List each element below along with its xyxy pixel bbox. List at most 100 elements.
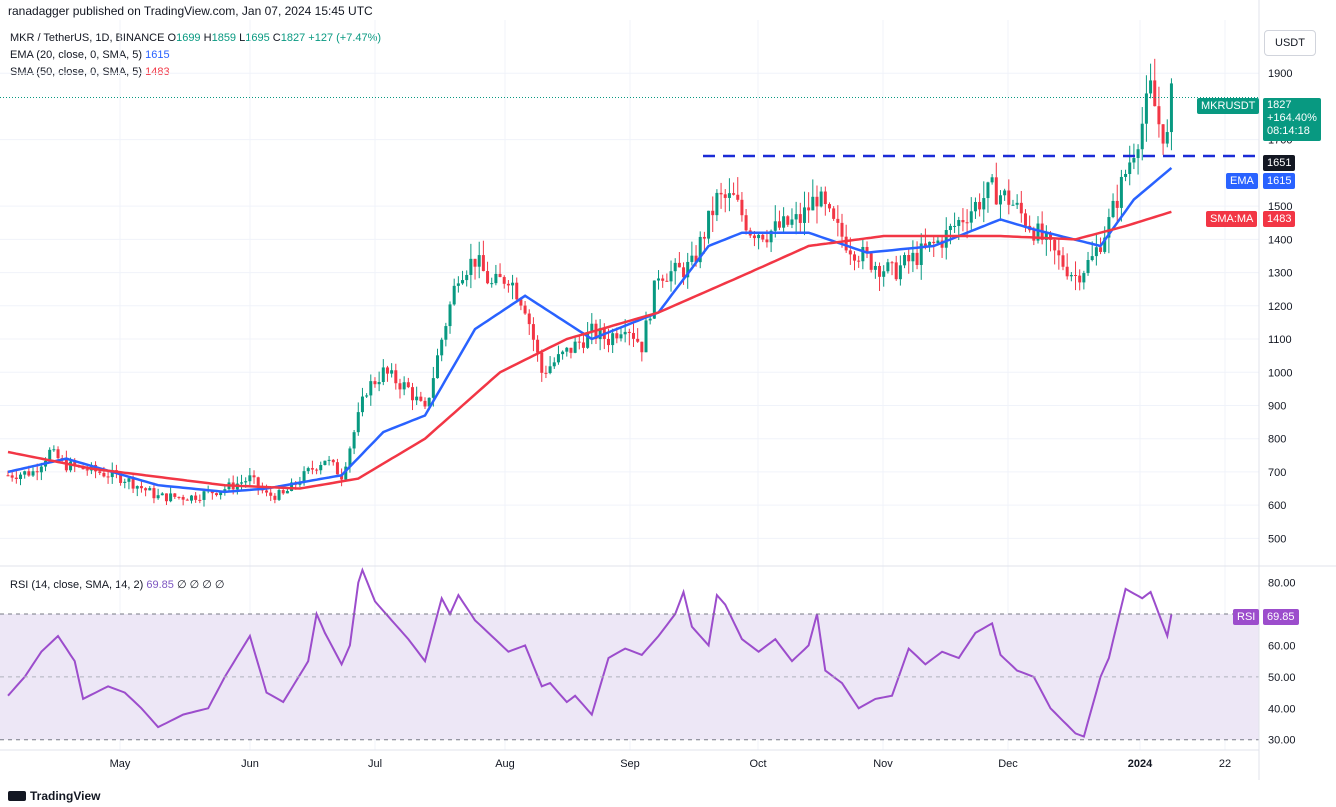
candle-body: [819, 191, 823, 207]
time-tick-label: Jun: [241, 758, 259, 770]
candle-body: [415, 396, 419, 401]
candle-body: [119, 473, 123, 483]
tradingview-logo-icon: [8, 791, 26, 801]
candle-body: [1140, 123, 1144, 150]
candle-body: [686, 261, 690, 278]
candle-body: [640, 341, 644, 353]
candle-body: [969, 211, 973, 223]
candle-body: [127, 478, 131, 482]
candle-body: [719, 192, 723, 195]
sma-legend-value: 1483: [145, 66, 170, 78]
candle-body: [1053, 239, 1057, 251]
candle-body: [569, 347, 573, 353]
currency-button[interactable]: USDT: [1264, 30, 1316, 56]
candle-body: [244, 481, 248, 483]
candle-body: [661, 278, 665, 281]
ema-line: [7, 166, 1173, 494]
candle-body: [990, 177, 994, 183]
candle-body: [240, 482, 244, 484]
candle-body: [944, 230, 948, 248]
candle-body: [627, 331, 631, 333]
candle-body: [152, 488, 156, 499]
close-value: 1827: [280, 32, 306, 44]
price-tick-label: 1200: [1268, 301, 1292, 313]
footer-brand-label: TradingView: [30, 789, 101, 803]
candle-body: [844, 236, 848, 251]
candle-body: [448, 304, 452, 327]
symbol-name-tag: MKRUSDT: [1197, 98, 1260, 114]
ema-value-tag: 1615: [1263, 173, 1296, 189]
candle-body: [302, 471, 306, 483]
candle-body: [340, 474, 344, 480]
level-tag: 1651: [1263, 155, 1296, 171]
candle-body: [177, 496, 181, 498]
candle-body: [461, 280, 465, 284]
candle-body: [477, 255, 481, 267]
candle-body: [573, 341, 577, 353]
time-tick-label: Oct: [749, 758, 766, 770]
candle-body: [31, 471, 35, 476]
candle-body: [940, 240, 944, 248]
rsi-tick-label: 30.00: [1268, 735, 1296, 747]
candle-body: [903, 255, 907, 266]
candle-body: [52, 449, 56, 451]
ema-legend[interactable]: EMA (20, close, 0, SMA, 5) 1615: [10, 49, 170, 61]
candle-body: [490, 283, 494, 285]
candle-body: [323, 460, 327, 465]
candle-body: [56, 449, 60, 459]
candle-body: [1086, 260, 1090, 274]
candle-body: [840, 222, 844, 237]
close-label: C: [272, 32, 281, 44]
candle-body: [556, 354, 560, 363]
candle-body: [406, 382, 410, 388]
candle-body: [898, 265, 902, 280]
candle-body: [552, 362, 556, 367]
candle-body: [794, 214, 798, 220]
candle-body: [744, 215, 748, 231]
candle-body: [315, 469, 319, 471]
candle-body: [861, 246, 865, 262]
time-axis-ticks[interactable]: May Jun Jul Aug Sep Oct Nov Dec 2024 22: [110, 758, 1232, 770]
candle-body: [1007, 190, 1011, 205]
price-tag-value: 1827: [1267, 99, 1292, 111]
sma-legend-label: SMA (50, close, 0, SMA, 5): [10, 66, 143, 78]
price-tick-label: 1500: [1268, 201, 1292, 213]
candle-body: [427, 397, 431, 407]
candle-body: [452, 285, 456, 305]
price-tick-label: 1300: [1268, 268, 1292, 280]
candle-body: [577, 341, 581, 343]
candle-body: [606, 338, 610, 346]
candle-body: [348, 448, 352, 467]
candle-body: [536, 339, 540, 353]
candle-body: [331, 459, 335, 463]
sma-name-tag: SMA:MA: [1206, 211, 1258, 227]
candle-body: [1136, 149, 1140, 159]
rsi-legend[interactable]: RSI (14, close, SMA, 14, 2) 69.85 ∅ ∅ ∅ …: [10, 578, 224, 591]
candle-body: [14, 477, 18, 480]
footer-brand[interactable]: TradingView: [8, 789, 100, 803]
candle-body: [381, 367, 385, 383]
candle-body: [277, 490, 281, 500]
price-axis-ticks[interactable]: 500 600 700 800 900 1000 1100 1200 1300 1400 1500 1…: [1268, 68, 1292, 545]
candle-body: [523, 305, 527, 314]
candle-body: [682, 267, 686, 278]
candle-body: [173, 493, 177, 497]
candle-body: [690, 255, 694, 262]
candle-body: [857, 260, 861, 262]
time-tick-label: Dec: [998, 758, 1018, 770]
candle-body: [19, 474, 23, 480]
candle-body: [1015, 202, 1019, 205]
candle-body: [356, 412, 360, 433]
candle-body: [1044, 233, 1048, 240]
candle-body: [694, 255, 698, 263]
candle-body: [515, 282, 519, 300]
sma-legend[interactable]: SMA (50, close, 0, SMA, 5) 1483: [10, 66, 170, 78]
candle-body: [85, 469, 89, 471]
rsi-legend-value: 69.85: [146, 579, 174, 591]
candle-body: [978, 201, 982, 210]
candle-body: [994, 177, 998, 205]
candle-body: [853, 254, 857, 261]
high-value: 1859: [211, 32, 237, 44]
